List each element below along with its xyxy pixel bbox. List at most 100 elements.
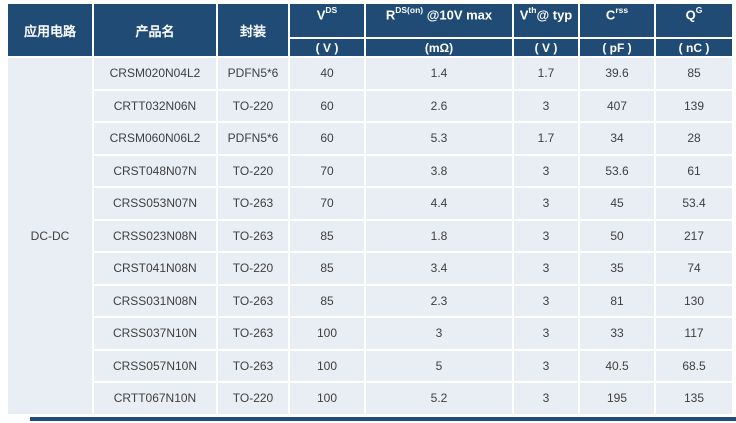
product-spec-table: 应用电路 产品名 封装 VDS RDS(on) @10V max Vth@ ty… (8, 4, 732, 414)
product-name-cell: CRST048N07N (94, 155, 216, 186)
product-name-cell: CRSS057N10N (94, 350, 216, 381)
vth-cell: 3 (514, 285, 578, 316)
crss-cell: 39.6 (580, 58, 654, 89)
vds-cell: 100 (290, 318, 364, 349)
qg-cell: 135 (656, 383, 732, 414)
qg-cell: 68.5 (656, 350, 732, 381)
unit-qg: ( nC ) (656, 39, 732, 56)
rdson-cell: 3.8 (366, 155, 512, 186)
product-name-cell: CRSM060N06L2 (94, 123, 216, 154)
rdson-cell: 3 (366, 318, 512, 349)
rdson-cell: 1.4 (366, 58, 512, 89)
header-vth: Vth@ typ (514, 4, 578, 37)
header-vds-label: VDS (316, 5, 338, 23)
product-name-cell: CRSS031N08N (94, 285, 216, 316)
rdson-cell: 5.3 (366, 123, 512, 154)
crss-cell: 40.5 (580, 350, 654, 381)
vth-cell: 3 (514, 318, 578, 349)
rdson-cell: 5 (366, 350, 512, 381)
header-application-circuit-label: 应用电路 (23, 23, 76, 39)
vth-cell: 3 (514, 220, 578, 251)
header-qg-label: QG (685, 5, 703, 23)
package-cell: TO-220 (218, 383, 288, 414)
application-circuit-cell: DC-DC (8, 58, 92, 414)
vth-cell: 3 (514, 350, 578, 381)
vds-cell: 100 (290, 350, 364, 381)
product-name-cell: CRSS037N10N (94, 318, 216, 349)
header-application-circuit: 应用电路 (8, 4, 92, 56)
rdson-cell: 3.4 (366, 253, 512, 284)
rdson-cell: 2.3 (366, 285, 512, 316)
header-rdson: RDS(on) @10V max (366, 4, 512, 37)
vds-cell: 60 (290, 90, 364, 121)
unit-rdson: (mΩ) (366, 39, 512, 56)
vth-cell: 3 (514, 188, 578, 219)
rdson-cell: 5.2 (366, 383, 512, 414)
unit-vth: ( V ) (514, 39, 578, 56)
vth-cell: 1.7 (514, 123, 578, 154)
header-crss: Crss (580, 4, 654, 37)
package-cell: TO-263 (218, 318, 288, 349)
qg-cell: 28 (656, 123, 732, 154)
header-package: 封装 (218, 4, 288, 56)
crss-cell: 407 (580, 90, 654, 121)
product-name-cell: CRSM020N04L2 (94, 58, 216, 89)
header-vth-label: Vth@ typ (519, 5, 573, 23)
vds-cell: 70 (290, 188, 364, 219)
product-name-cell: CRTT067N10N (94, 383, 216, 414)
header-vds: VDS (290, 4, 364, 37)
bottom-divider-bar (30, 417, 736, 421)
package-cell: TO-263 (218, 220, 288, 251)
unit-crss: ( pF ) (580, 39, 654, 56)
crss-cell: 35 (580, 253, 654, 284)
crss-cell: 53.6 (580, 155, 654, 186)
vds-cell: 85 (290, 253, 364, 284)
vds-cell: 60 (290, 123, 364, 154)
vth-cell: 3 (514, 383, 578, 414)
package-cell: TO-263 (218, 350, 288, 381)
product-name-cell: CRSS053N07N (94, 188, 216, 219)
package-cell: TO-220 (218, 253, 288, 284)
vth-cell: 3 (514, 253, 578, 284)
qg-cell: 85 (656, 58, 732, 89)
header-qg: QG (656, 4, 732, 37)
package-cell: PDFN5*6 (218, 123, 288, 154)
crss-cell: 195 (580, 383, 654, 414)
vds-cell: 85 (290, 285, 364, 316)
header-crss-label: Crss (605, 5, 629, 23)
crss-cell: 34 (580, 123, 654, 154)
package-cell: PDFN5*6 (218, 58, 288, 89)
package-cell: TO-220 (218, 90, 288, 121)
rdson-cell: 2.6 (366, 90, 512, 121)
unit-vds: ( V ) (290, 39, 364, 56)
crss-cell: 50 (580, 220, 654, 251)
product-name-cell: CRTT032N06N (94, 90, 216, 121)
package-cell: TO-263 (218, 285, 288, 316)
vds-cell: 40 (290, 58, 364, 89)
qg-cell: 74 (656, 253, 732, 284)
vds-cell: 100 (290, 383, 364, 414)
product-name-cell: CRST041N08N (94, 253, 216, 284)
rdson-cell: 1.8 (366, 220, 512, 251)
crss-cell: 81 (580, 285, 654, 316)
qg-cell: 130 (656, 285, 732, 316)
vth-cell: 1.7 (514, 58, 578, 89)
qg-cell: 217 (656, 220, 732, 251)
qg-cell: 139 (656, 90, 732, 121)
header-product-name: 产品名 (94, 4, 216, 56)
package-cell: TO-220 (218, 155, 288, 186)
qg-cell: 53.4 (656, 188, 732, 219)
qg-cell: 117 (656, 318, 732, 349)
vth-cell: 3 (514, 90, 578, 121)
header-rdson-label: RDS(on) @10V max (385, 5, 493, 23)
vds-cell: 70 (290, 155, 364, 186)
qg-cell: 61 (656, 155, 732, 186)
vth-cell: 3 (514, 155, 578, 186)
header-product-name-label: 产品名 (135, 23, 175, 39)
rdson-cell: 4.4 (366, 188, 512, 219)
crss-cell: 45 (580, 188, 654, 219)
product-name-cell: CRSS023N08N (94, 220, 216, 251)
vds-cell: 85 (290, 220, 364, 251)
crss-cell: 33 (580, 318, 654, 349)
